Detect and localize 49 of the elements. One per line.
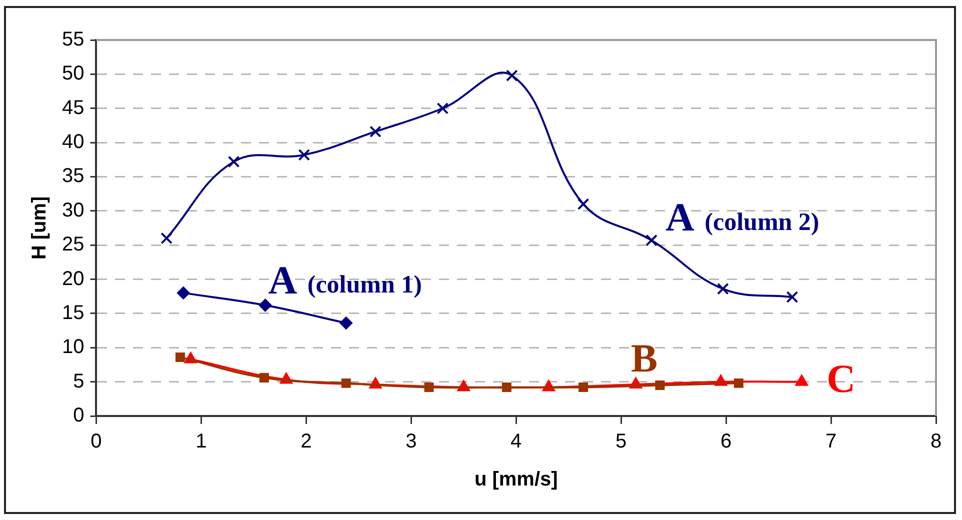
point: [506, 70, 518, 82]
x-tick-label: 6: [720, 430, 732, 453]
point: [795, 374, 808, 386]
point: [176, 286, 190, 300]
point: [370, 126, 382, 138]
point: [259, 372, 269, 382]
point: [340, 316, 353, 330]
point: [228, 156, 240, 168]
point: [716, 282, 729, 295]
x-tick-label: 0: [90, 430, 102, 453]
y-tick-label: 55: [62, 28, 84, 51]
y-tick-label: 10: [62, 336, 84, 358]
series-label: C: [826, 356, 856, 402]
y-tick-label: 20: [62, 268, 84, 290]
y-tick-label: 45: [62, 96, 84, 119]
point: [655, 380, 665, 390]
point: [298, 148, 310, 161]
y-tick-label: 25: [62, 234, 84, 256]
x-tick-label: 5: [616, 430, 627, 453]
y-tick-label: 0: [73, 404, 84, 427]
y-axis-title: H [um]: [28, 196, 51, 260]
point: [436, 102, 449, 114]
point: [578, 382, 588, 392]
y-tick-label: 50: [62, 62, 84, 85]
x-tick-label: 8: [930, 430, 942, 453]
x-tick-label: 4: [510, 430, 522, 453]
point: [175, 352, 185, 362]
x-tick-label: 2: [300, 430, 312, 453]
series-label: B: [630, 336, 658, 381]
point: [258, 298, 272, 312]
y-tick-label: 30: [62, 199, 84, 222]
x-tick-label: 3: [406, 430, 417, 453]
point: [424, 382, 434, 392]
x-tick-label: 1: [196, 430, 207, 453]
x-tick-label: 7: [825, 430, 837, 453]
x-axis-title: u [mm/s]: [474, 468, 558, 491]
y-tick-label: 35: [62, 165, 84, 188]
point: [734, 378, 744, 388]
point: [502, 382, 512, 392]
point: [160, 232, 173, 244]
series-label: A (column 1): [268, 258, 422, 303]
point: [646, 234, 658, 246]
series-label: A (column 2): [666, 194, 820, 240]
point: [341, 378, 351, 388]
point: [786, 291, 798, 303]
y-tick-label: 5: [73, 370, 84, 392]
point: [577, 198, 590, 210]
y-tick-label: 15: [62, 302, 84, 324]
y-tick-label: 40: [62, 131, 84, 154]
